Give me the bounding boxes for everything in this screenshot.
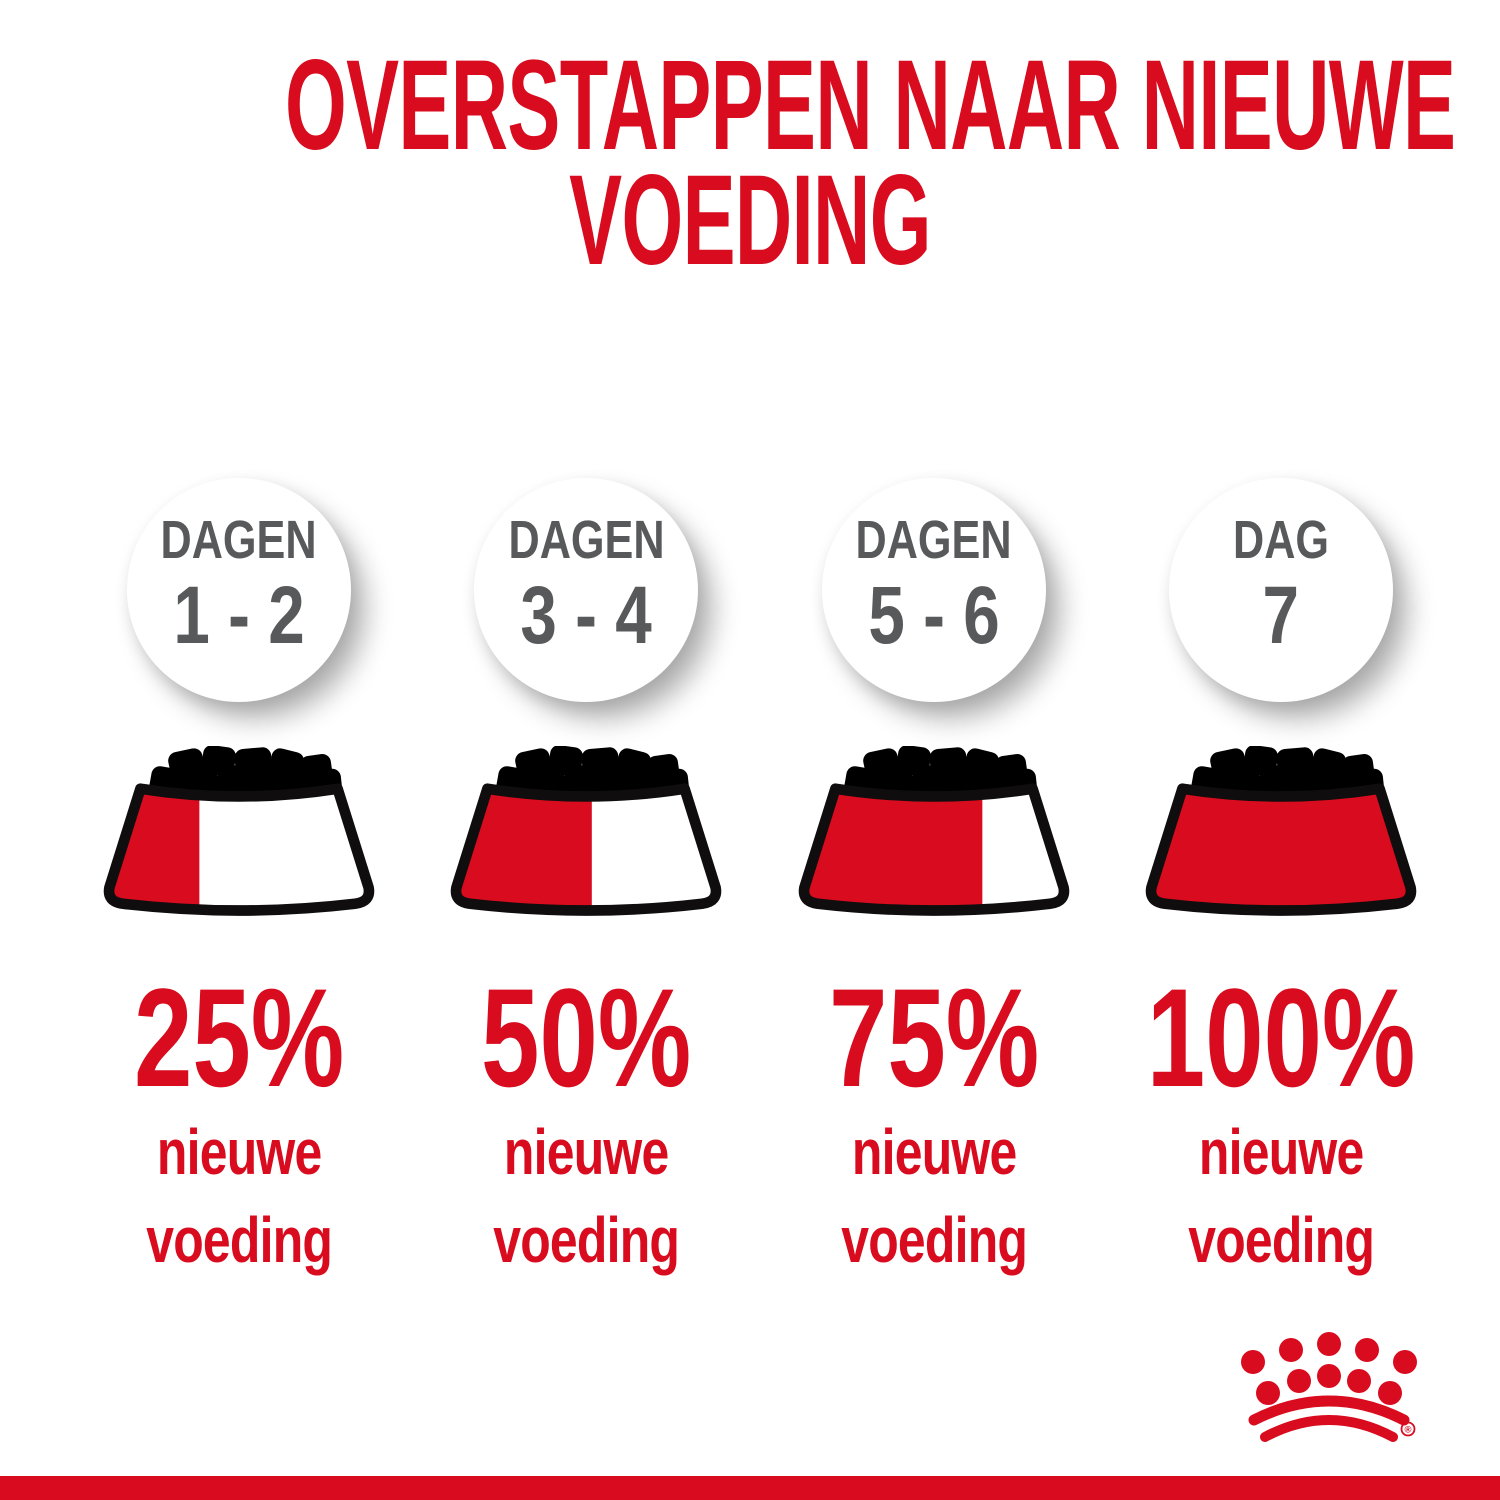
step-days-3-4: DAGEN 3 - 4 50% nieuwe voeding	[413, 478, 761, 1284]
food-bowl-icon-25	[94, 746, 384, 930]
bowl-red-fill	[1151, 788, 1412, 911]
caption-line-1: nieuwe	[156, 1116, 322, 1188]
percent-caption: nieuwe voeding	[145, 1108, 333, 1284]
registered-trademark-icon: ®	[1400, 1421, 1416, 1437]
day-range: 3 - 4	[520, 570, 652, 661]
day-label: DAG	[1233, 510, 1330, 570]
day-label: DAGEN	[508, 510, 665, 570]
svg-text:®: ®	[1405, 1425, 1412, 1436]
percent-caption: nieuwe voeding	[493, 1108, 680, 1284]
day-label: DAGEN	[855, 510, 1012, 570]
footer-red-bar	[0, 1476, 1500, 1500]
caption-line-2: voeding	[493, 1204, 680, 1276]
food-bowl-icon-50	[441, 746, 731, 930]
day-badge: DAGEN 1 - 2	[126, 478, 351, 702]
caption-line-1: nieuwe	[851, 1116, 1017, 1188]
day-badge: DAG 7	[1169, 478, 1394, 702]
caption-line-2: voeding	[145, 1204, 333, 1276]
caption-line-2: voeding	[840, 1204, 1028, 1276]
percent-new-food: 100%	[1146, 959, 1416, 1116]
step-day-7: DAG 7 100% nieuwe voeding	[1108, 478, 1456, 1284]
food-bowl-icon-75	[789, 746, 1079, 930]
percent-new-food: 25%	[133, 959, 344, 1116]
day-range: 1 - 2	[173, 570, 305, 661]
day-range: 7	[1262, 570, 1300, 661]
percent-new-food: 75%	[828, 959, 1039, 1116]
percent-new-food: 50%	[481, 959, 692, 1116]
step-days-1-2: DAGEN 1 - 2 25% nieuwe voeding	[65, 478, 413, 1284]
day-range: 5 - 6	[868, 570, 1000, 661]
step-days-5-6: DAGEN 5 - 6 75% nieuwe voeding	[760, 478, 1108, 1284]
food-bowl-icon-100	[1136, 746, 1426, 930]
caption-line-2: voeding	[1188, 1204, 1375, 1276]
day-badge: DAGEN 5 - 6	[821, 478, 1046, 702]
transition-steps: DAGEN 1 - 2 25% nieuwe voeding DAGEN 3 -…	[0, 478, 1500, 1284]
percent-caption: nieuwe voeding	[1188, 1108, 1375, 1284]
caption-line-1: nieuwe	[1198, 1116, 1364, 1188]
title-line-2: VOEDING	[569, 149, 931, 292]
page-title: OVERSTAPPEN NAAR NIEUWE VOEDING	[285, 42, 1456, 285]
day-badge: DAGEN 3 - 4	[474, 478, 699, 702]
day-label: DAGEN	[160, 510, 317, 570]
royal-canin-crown-logo: ®	[1241, 1332, 1417, 1442]
title-line-1: OVERSTAPPEN NAAR NIEUWE	[285, 34, 1456, 177]
percent-caption: nieuwe voeding	[840, 1108, 1028, 1284]
caption-line-1: nieuwe	[503, 1116, 669, 1188]
